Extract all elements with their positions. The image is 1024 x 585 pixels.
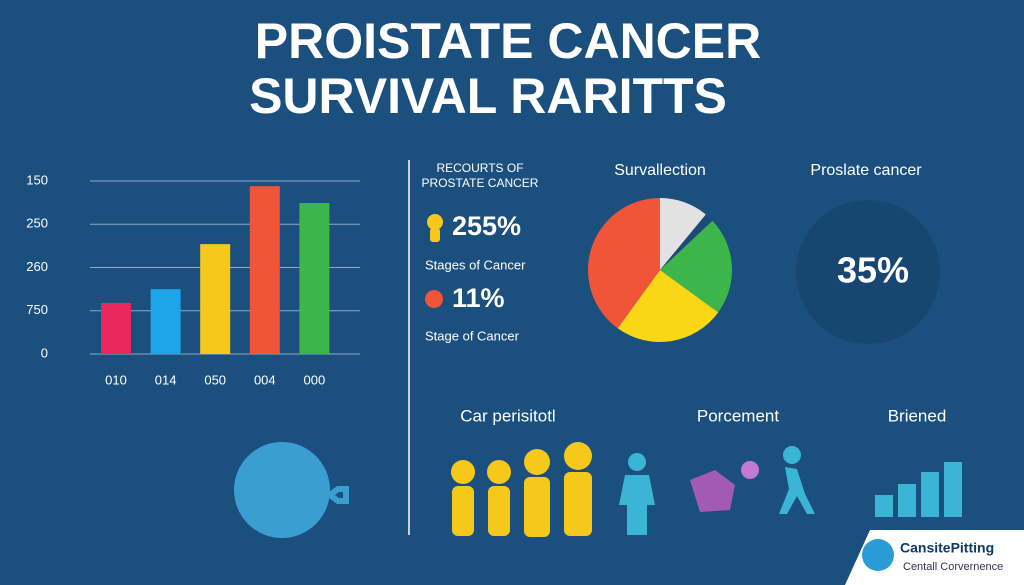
pie-slice [660, 198, 706, 270]
pie-slice [660, 214, 713, 270]
y-tick-label: 750 [26, 302, 48, 317]
stats-heading: PROSTATE CANCER [422, 176, 539, 190]
logo-panel [845, 530, 1024, 585]
x-tick-label: 050 [204, 372, 226, 387]
icon [427, 214, 443, 230]
x-tick-label: 000 [304, 372, 326, 387]
title-line: SURVIVAL RARITTS [249, 68, 727, 124]
stat-value: 11% [452, 283, 505, 313]
y-tick-label: 250 [26, 216, 48, 231]
pie-slice [587, 198, 660, 329]
circle-value: 35% [837, 250, 909, 291]
title-line: PROISTATE CANCER [255, 13, 762, 69]
x-tick-label: 010 [105, 372, 127, 387]
bar [200, 244, 231, 354]
bar-icon [875, 462, 962, 517]
logo-icon [862, 539, 894, 571]
y-tick-label: 0 [41, 345, 48, 360]
logo-name: CansitePitting [900, 540, 994, 556]
stat-value: 255% [452, 211, 521, 241]
y-tick-label: 260 [26, 259, 48, 274]
pie-slice [660, 220, 732, 313]
x-tick-label: 004 [254, 372, 276, 387]
y-tick-label: 150 [26, 172, 48, 187]
person-icon [619, 453, 655, 535]
icon [430, 228, 440, 242]
logo-sub: Centall Corvernence [903, 561, 1003, 573]
stat-label: Stages of Cancer [425, 257, 526, 272]
bar [101, 302, 131, 354]
stats-heading: RECOURTS OF [436, 161, 523, 175]
circle-title: Proslate cancer [810, 162, 922, 179]
device-icon [234, 442, 349, 538]
bar [299, 203, 330, 354]
stat-label: Stage of Cancer [425, 328, 520, 343]
bar [249, 186, 280, 354]
section-label: Porcement [697, 406, 779, 425]
section-label: Briened [888, 406, 947, 425]
pie-slice [617, 270, 719, 342]
people-icons [451, 442, 592, 537]
section-label: Car perisitotl [460, 406, 555, 425]
action-icons [690, 446, 815, 514]
bar [150, 289, 181, 354]
icon [425, 290, 443, 308]
pie-title: Survallection [614, 162, 706, 179]
x-tick-label: 014 [155, 372, 177, 387]
stat-circle [796, 200, 940, 344]
